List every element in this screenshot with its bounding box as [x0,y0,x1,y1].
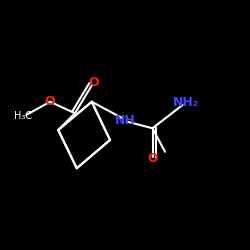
Text: O: O [147,152,158,165]
Text: H₃C: H₃C [14,111,32,121]
Text: NH₂: NH₂ [173,96,199,109]
Text: O: O [45,95,55,108]
Text: O: O [88,76,99,90]
Text: NH: NH [114,114,136,126]
